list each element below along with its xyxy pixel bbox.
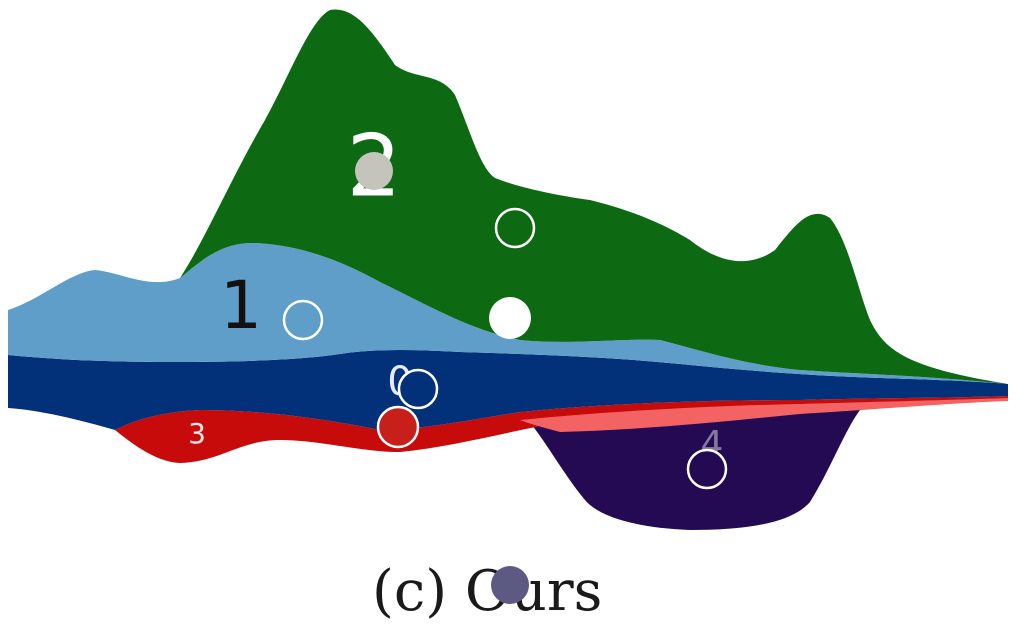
layer-3-highlight [520, 398, 1008, 432]
layer-2-filled-marker [355, 152, 393, 190]
layer-2-outline-marker [494, 207, 536, 249]
layer-1-area [8, 242, 1008, 384]
caption-text: (c) Ours [372, 559, 602, 624]
caption-marker [491, 566, 529, 604]
layer-0-outline-marker [397, 368, 439, 410]
layer-1-filled-marker [489, 297, 531, 339]
layer-4-outline-marker [686, 448, 728, 490]
layer-1-outline-marker [282, 299, 324, 341]
layer-1-label: 1 [220, 267, 262, 344]
layer-3-filled-marker [376, 405, 420, 449]
layer-0-area [8, 350, 1008, 430]
layer-3-label: 3 [188, 417, 206, 450]
layer-2-area [180, 9, 1008, 384]
